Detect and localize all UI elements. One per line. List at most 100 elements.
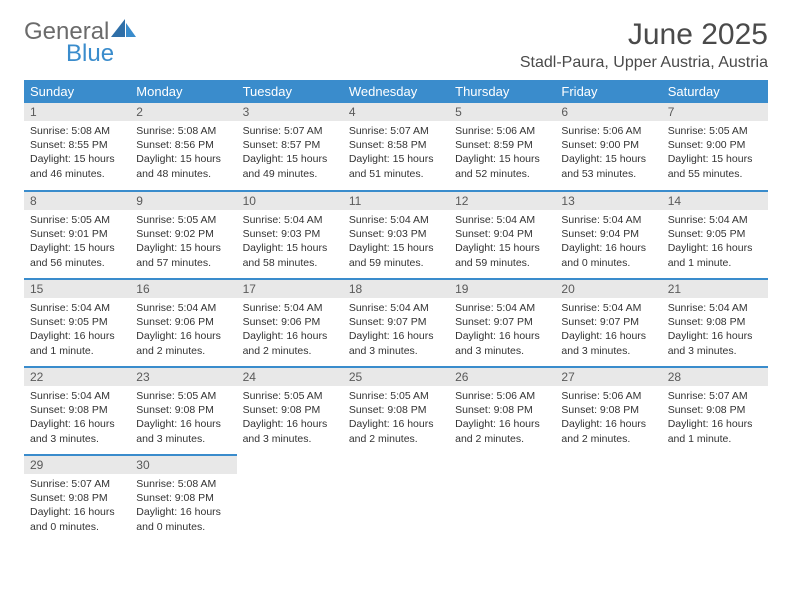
header: General Blue June 2025 Stadl-Paura, Uppe… — [24, 18, 768, 72]
day-details: Sunrise: 5:04 AMSunset: 9:05 PMDaylight:… — [662, 210, 768, 276]
day-number: 21 — [662, 280, 768, 298]
day-details: Sunrise: 5:06 AMSunset: 8:59 PMDaylight:… — [449, 121, 555, 187]
day-details: Sunrise: 5:05 AMSunset: 9:08 PMDaylight:… — [237, 386, 343, 452]
logo: General Blue — [24, 18, 137, 68]
day-details: Sunrise: 5:05 AMSunset: 9:08 PMDaylight:… — [343, 386, 449, 452]
day-number: 12 — [449, 192, 555, 210]
day-number: 17 — [237, 280, 343, 298]
day-number: 13 — [555, 192, 661, 210]
calendar-week-row: 1Sunrise: 5:08 AMSunset: 8:55 PMDaylight… — [24, 103, 768, 191]
day-details: Sunrise: 5:08 AMSunset: 9:08 PMDaylight:… — [130, 474, 236, 540]
calendar-cell: 17Sunrise: 5:04 AMSunset: 9:06 PMDayligh… — [237, 279, 343, 367]
day-details: Sunrise: 5:04 AMSunset: 9:07 PMDaylight:… — [449, 298, 555, 364]
calendar-cell: 30Sunrise: 5:08 AMSunset: 9:08 PMDayligh… — [130, 455, 236, 543]
calendar-table: Sunday Monday Tuesday Wednesday Thursday… — [24, 80, 768, 543]
calendar-cell: 4Sunrise: 5:07 AMSunset: 8:58 PMDaylight… — [343, 103, 449, 191]
day-details: Sunrise: 5:04 AMSunset: 9:05 PMDaylight:… — [24, 298, 130, 364]
calendar-cell: 9Sunrise: 5:05 AMSunset: 9:02 PMDaylight… — [130, 191, 236, 279]
day-number: 5 — [449, 103, 555, 121]
day-number: 28 — [662, 368, 768, 386]
day-number: 25 — [343, 368, 449, 386]
weekday-header: Sunday — [24, 80, 130, 103]
calendar-cell — [343, 455, 449, 543]
day-number: 26 — [449, 368, 555, 386]
weekday-header: Monday — [130, 80, 236, 103]
calendar-cell: 21Sunrise: 5:04 AMSunset: 9:08 PMDayligh… — [662, 279, 768, 367]
calendar-cell: 1Sunrise: 5:08 AMSunset: 8:55 PMDaylight… — [24, 103, 130, 191]
weekday-header: Friday — [555, 80, 661, 103]
day-number: 27 — [555, 368, 661, 386]
day-number: 19 — [449, 280, 555, 298]
day-number: 14 — [662, 192, 768, 210]
calendar-cell: 25Sunrise: 5:05 AMSunset: 9:08 PMDayligh… — [343, 367, 449, 455]
weekday-header: Saturday — [662, 80, 768, 103]
day-details: Sunrise: 5:04 AMSunset: 9:04 PMDaylight:… — [555, 210, 661, 276]
calendar-cell: 7Sunrise: 5:05 AMSunset: 9:00 PMDaylight… — [662, 103, 768, 191]
calendar-cell: 15Sunrise: 5:04 AMSunset: 9:05 PMDayligh… — [24, 279, 130, 367]
calendar-week-row: 22Sunrise: 5:04 AMSunset: 9:08 PMDayligh… — [24, 367, 768, 455]
day-number: 1 — [24, 103, 130, 121]
logo-text-blue: Blue — [66, 40, 137, 68]
calendar-cell: 29Sunrise: 5:07 AMSunset: 9:08 PMDayligh… — [24, 455, 130, 543]
logo-sail-icon — [111, 19, 137, 39]
day-details: Sunrise: 5:05 AMSunset: 9:01 PMDaylight:… — [24, 210, 130, 276]
day-number: 24 — [237, 368, 343, 386]
calendar-cell: 20Sunrise: 5:04 AMSunset: 9:07 PMDayligh… — [555, 279, 661, 367]
calendar-cell: 27Sunrise: 5:06 AMSunset: 9:08 PMDayligh… — [555, 367, 661, 455]
day-details: Sunrise: 5:05 AMSunset: 9:00 PMDaylight:… — [662, 121, 768, 187]
day-details: Sunrise: 5:07 AMSunset: 9:08 PMDaylight:… — [662, 386, 768, 452]
day-details: Sunrise: 5:08 AMSunset: 8:56 PMDaylight:… — [130, 121, 236, 187]
calendar-cell: 16Sunrise: 5:04 AMSunset: 9:06 PMDayligh… — [130, 279, 236, 367]
day-number: 9 — [130, 192, 236, 210]
calendar-cell: 12Sunrise: 5:04 AMSunset: 9:04 PMDayligh… — [449, 191, 555, 279]
day-number: 6 — [555, 103, 661, 121]
calendar-cell — [237, 455, 343, 543]
calendar-cell — [662, 455, 768, 543]
day-details: Sunrise: 5:04 AMSunset: 9:07 PMDaylight:… — [343, 298, 449, 364]
day-details: Sunrise: 5:04 AMSunset: 9:08 PMDaylight:… — [24, 386, 130, 452]
day-number: 16 — [130, 280, 236, 298]
calendar-cell: 8Sunrise: 5:05 AMSunset: 9:01 PMDaylight… — [24, 191, 130, 279]
day-details: Sunrise: 5:07 AMSunset: 9:08 PMDaylight:… — [24, 474, 130, 540]
day-details: Sunrise: 5:04 AMSunset: 9:08 PMDaylight:… — [662, 298, 768, 364]
calendar-cell: 13Sunrise: 5:04 AMSunset: 9:04 PMDayligh… — [555, 191, 661, 279]
day-number: 20 — [555, 280, 661, 298]
day-details: Sunrise: 5:04 AMSunset: 9:03 PMDaylight:… — [237, 210, 343, 276]
weekday-header: Thursday — [449, 80, 555, 103]
day-number: 15 — [24, 280, 130, 298]
day-details: Sunrise: 5:04 AMSunset: 9:03 PMDaylight:… — [343, 210, 449, 276]
calendar-cell: 11Sunrise: 5:04 AMSunset: 9:03 PMDayligh… — [343, 191, 449, 279]
calendar-cell — [555, 455, 661, 543]
day-number: 8 — [24, 192, 130, 210]
calendar-cell: 28Sunrise: 5:07 AMSunset: 9:08 PMDayligh… — [662, 367, 768, 455]
day-details: Sunrise: 5:07 AMSunset: 8:57 PMDaylight:… — [237, 121, 343, 187]
day-number: 7 — [662, 103, 768, 121]
calendar-week-row: 15Sunrise: 5:04 AMSunset: 9:05 PMDayligh… — [24, 279, 768, 367]
weekday-header: Tuesday — [237, 80, 343, 103]
calendar-cell: 18Sunrise: 5:04 AMSunset: 9:07 PMDayligh… — [343, 279, 449, 367]
day-number: 30 — [130, 456, 236, 474]
day-details: Sunrise: 5:05 AMSunset: 9:08 PMDaylight:… — [130, 386, 236, 452]
calendar-cell: 22Sunrise: 5:04 AMSunset: 9:08 PMDayligh… — [24, 367, 130, 455]
calendar-cell: 23Sunrise: 5:05 AMSunset: 9:08 PMDayligh… — [130, 367, 236, 455]
day-number: 2 — [130, 103, 236, 121]
weekday-header: Wednesday — [343, 80, 449, 103]
day-number: 22 — [24, 368, 130, 386]
title-block: June 2025 Stadl-Paura, Upper Austria, Au… — [520, 18, 768, 72]
day-number: 3 — [237, 103, 343, 121]
day-details: Sunrise: 5:08 AMSunset: 8:55 PMDaylight:… — [24, 121, 130, 187]
day-number: 10 — [237, 192, 343, 210]
day-number: 23 — [130, 368, 236, 386]
day-details: Sunrise: 5:04 AMSunset: 9:06 PMDaylight:… — [130, 298, 236, 364]
calendar-week-row: 8Sunrise: 5:05 AMSunset: 9:01 PMDaylight… — [24, 191, 768, 279]
calendar-cell: 24Sunrise: 5:05 AMSunset: 9:08 PMDayligh… — [237, 367, 343, 455]
day-number: 18 — [343, 280, 449, 298]
day-number: 4 — [343, 103, 449, 121]
weekday-header-row: Sunday Monday Tuesday Wednesday Thursday… — [24, 80, 768, 103]
day-details: Sunrise: 5:06 AMSunset: 9:00 PMDaylight:… — [555, 121, 661, 187]
day-details: Sunrise: 5:05 AMSunset: 9:02 PMDaylight:… — [130, 210, 236, 276]
calendar-cell: 6Sunrise: 5:06 AMSunset: 9:00 PMDaylight… — [555, 103, 661, 191]
day-number: 11 — [343, 192, 449, 210]
day-details: Sunrise: 5:06 AMSunset: 9:08 PMDaylight:… — [449, 386, 555, 452]
day-details: Sunrise: 5:04 AMSunset: 9:06 PMDaylight:… — [237, 298, 343, 364]
